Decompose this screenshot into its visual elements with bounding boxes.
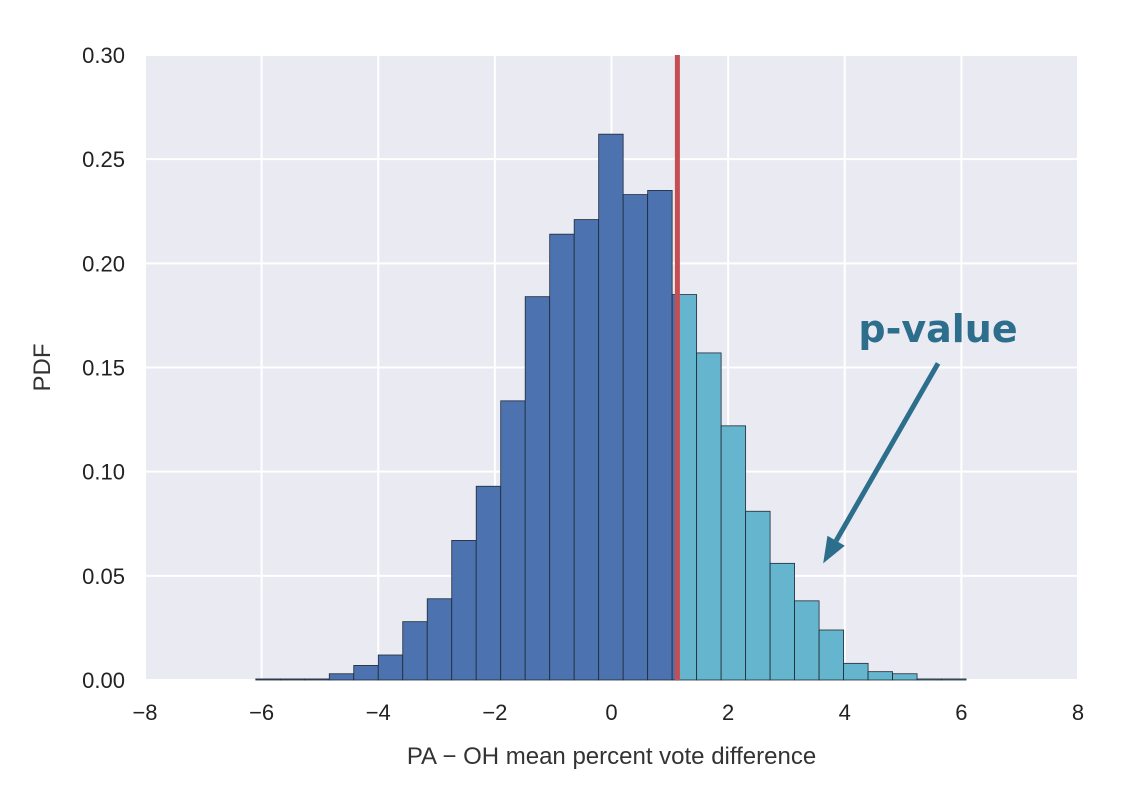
- histogram-bar: [377, 654, 404, 681]
- histogram-bar: [573, 219, 600, 681]
- x-tick-label: −8: [132, 700, 157, 725]
- histogram-bar: [500, 400, 526, 681]
- histogram-bar: [353, 665, 379, 681]
- histogram-bar: [402, 621, 428, 681]
- y-tick-label: 0.05: [82, 564, 125, 589]
- histogram-bar: [549, 233, 575, 681]
- histogram-bar: [598, 133, 624, 681]
- x-tick-label: 4: [839, 700, 851, 725]
- p-value-label: p-value: [858, 307, 1017, 351]
- x-tick-label: 8: [1072, 700, 1084, 725]
- histogram-bar: [892, 673, 918, 681]
- histogram-bar: [304, 678, 330, 681]
- histogram-bar: [745, 510, 771, 681]
- histogram-bar: [622, 194, 649, 681]
- x-tick-label: −2: [482, 700, 507, 725]
- histogram-bar: [451, 540, 477, 681]
- histogram-bar: [843, 662, 869, 681]
- histogram-bar: [867, 671, 893, 681]
- y-axis-ticks: 0.00 0.05 0.10 0.15 0.20 0.25 0.30: [82, 43, 125, 693]
- histogram-bar: [279, 678, 306, 681]
- y-tick-label: 0.30: [82, 43, 125, 68]
- histogram-bar: [676, 294, 698, 681]
- histogram-bar: [916, 678, 942, 681]
- x-tick-label: 0: [605, 700, 617, 725]
- y-tick-label: 0.15: [82, 356, 125, 381]
- histogram-bar: [794, 600, 820, 681]
- histogram-bar: [426, 598, 453, 681]
- histogram-bar: [328, 673, 355, 681]
- x-tick-label: −6: [249, 700, 274, 725]
- x-tick-label: −4: [366, 700, 391, 725]
- x-tick-label: 6: [955, 700, 967, 725]
- histogram-bar: [475, 485, 502, 681]
- p-value-arrow-head: [823, 535, 845, 564]
- y-tick-label: 0.25: [82, 147, 125, 172]
- x-axis-ticks: −8 −6 −4 −2 0 2 4 6 8: [132, 700, 1084, 725]
- histogram-bars: [255, 133, 967, 681]
- p-value-arrow: [833, 362, 941, 543]
- y-tick-label: 0.00: [82, 668, 125, 693]
- x-axis-label: PA − OH mean percent vote difference: [407, 743, 816, 770]
- histogram-bar: [769, 562, 796, 681]
- histogram-bar: [720, 425, 747, 681]
- p-value-annotation: p-value: [823, 307, 1018, 564]
- x-tick-label: 2: [722, 700, 734, 725]
- histogram-bar: [696, 352, 722, 681]
- y-tick-label: 0.10: [82, 460, 125, 485]
- histogram-bar: [255, 678, 281, 681]
- y-tick-label: 0.20: [82, 251, 125, 276]
- histogram-bar: [647, 190, 673, 681]
- y-axis-label: PDF: [29, 344, 56, 392]
- histogram-bar: [524, 296, 551, 681]
- histogram-bar: [818, 629, 844, 681]
- histogram-bar: [941, 678, 967, 681]
